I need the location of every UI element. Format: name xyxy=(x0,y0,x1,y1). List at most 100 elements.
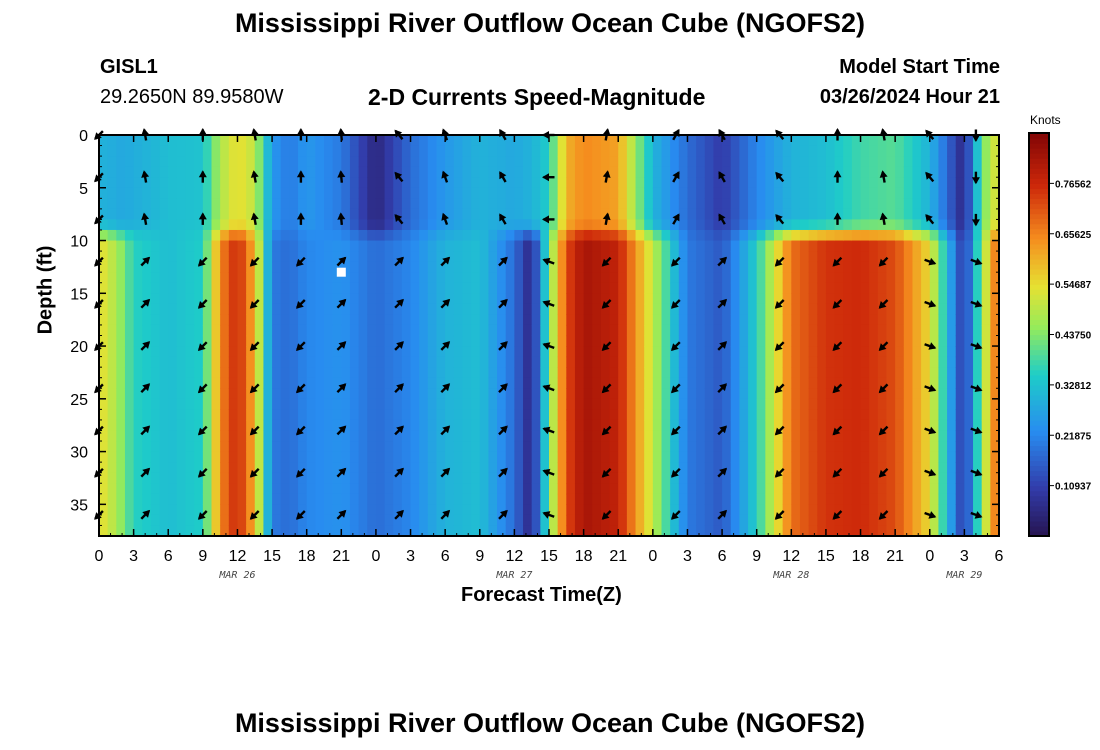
heatmap-cell xyxy=(211,525,221,537)
heatmap-cell xyxy=(505,303,515,315)
heatmap-cell xyxy=(436,419,446,432)
heatmap-cell xyxy=(851,272,862,284)
heatmap-cell xyxy=(557,198,567,210)
heatmap-cell xyxy=(349,293,360,305)
heatmap-cell xyxy=(349,314,360,326)
heatmap-cell xyxy=(471,261,481,273)
heatmap-cell xyxy=(228,367,239,379)
heatmap-cell xyxy=(246,367,256,379)
heatmap-cell xyxy=(929,261,940,273)
heatmap-cell xyxy=(938,198,948,210)
heatmap-cell xyxy=(566,451,576,463)
heatmap-cell xyxy=(220,346,230,358)
heatmap-cell xyxy=(722,145,732,157)
heatmap-cell xyxy=(324,514,334,527)
heatmap-cell xyxy=(929,377,940,389)
heatmap-cell xyxy=(202,177,213,189)
heatmap-cell xyxy=(237,324,247,337)
heatmap-cell xyxy=(315,272,325,284)
current-vector xyxy=(296,212,305,225)
current-vector-head xyxy=(396,256,404,265)
heatmap-cell xyxy=(150,504,161,516)
heatmap-cell xyxy=(955,272,965,284)
heatmap-cell xyxy=(133,441,143,453)
heatmap-cell xyxy=(973,514,983,527)
heatmap-cell xyxy=(306,504,316,516)
colorbar-segment xyxy=(1029,263,1049,270)
heatmap-cell xyxy=(791,367,801,379)
heatmap-cell xyxy=(722,430,732,442)
heatmap-cell xyxy=(306,525,316,537)
heatmap-cell xyxy=(142,293,152,305)
heatmap-cell xyxy=(557,504,567,516)
heatmap-cell xyxy=(332,441,342,453)
heatmap-cell xyxy=(159,388,169,400)
heatmap-cell xyxy=(488,377,498,389)
heatmap-cell xyxy=(756,166,766,178)
heatmap-cell xyxy=(341,472,351,484)
heatmap-cell xyxy=(324,261,334,273)
heatmap-cell xyxy=(713,356,723,368)
heatmap-cell xyxy=(332,145,342,157)
heatmap-cell xyxy=(471,314,481,326)
heatmap-cell xyxy=(644,356,654,368)
heatmap-cell xyxy=(306,441,316,453)
heatmap-cell xyxy=(886,472,896,484)
heatmap-cell xyxy=(825,356,836,368)
heatmap-cell xyxy=(955,145,965,157)
heatmap-cell xyxy=(497,409,507,421)
heatmap-cell xyxy=(159,514,169,527)
heatmap-cell xyxy=(990,356,1000,368)
date-label: MAR 27 xyxy=(495,570,532,581)
heatmap-cell xyxy=(964,335,974,347)
heatmap-cell xyxy=(938,156,948,168)
heatmap-cell xyxy=(540,219,550,231)
current-vector xyxy=(394,171,404,183)
heatmap-cell xyxy=(592,240,602,252)
heatmap-cell xyxy=(116,293,126,305)
heatmap-cell xyxy=(774,441,784,453)
x-tick-label: 15 xyxy=(540,548,558,565)
heatmap-cell xyxy=(903,145,914,157)
heatmap-cell xyxy=(903,240,914,252)
heatmap-cell xyxy=(393,472,403,484)
heatmap-cell xyxy=(860,346,870,358)
heatmap-cell xyxy=(834,282,844,294)
current-vector-head xyxy=(974,300,983,308)
heatmap-cell xyxy=(211,367,221,379)
heatmap-cell xyxy=(739,177,749,189)
heatmap-cell xyxy=(280,335,290,347)
current-vector xyxy=(249,467,260,478)
heatmap-cell xyxy=(436,303,446,315)
current-vector-head xyxy=(394,171,403,180)
heatmap-cell xyxy=(652,208,663,221)
heatmap-cell xyxy=(479,525,490,537)
heatmap-cell xyxy=(341,451,351,463)
heatmap-cell xyxy=(497,198,507,210)
heatmap-cell xyxy=(124,430,135,442)
current-vector xyxy=(296,425,306,436)
current-vector xyxy=(878,299,889,309)
heatmap-cell xyxy=(116,398,126,410)
heatmap-cell xyxy=(730,462,740,474)
heatmap-cell xyxy=(730,483,740,495)
heatmap-cell xyxy=(782,514,792,527)
heatmap-cell xyxy=(401,314,412,326)
heatmap-cell xyxy=(531,166,541,178)
current-vector-head xyxy=(719,467,727,476)
heatmap-cell xyxy=(843,514,853,527)
current-vector-head xyxy=(925,171,933,180)
heatmap-cell xyxy=(185,135,195,147)
heatmap-cell xyxy=(990,324,1000,337)
heatmap-cell xyxy=(765,493,775,505)
current-vector xyxy=(879,212,888,226)
heatmap-cell xyxy=(393,430,403,442)
heatmap-cell xyxy=(263,187,273,199)
heatmap-cell xyxy=(124,356,135,368)
heatmap-cell xyxy=(791,303,801,315)
heatmap-cell xyxy=(713,430,723,442)
heatmap-cell xyxy=(315,493,325,505)
heatmap-cell xyxy=(860,504,870,516)
heatmap-cell xyxy=(817,419,827,432)
heatmap-cell xyxy=(903,367,914,379)
